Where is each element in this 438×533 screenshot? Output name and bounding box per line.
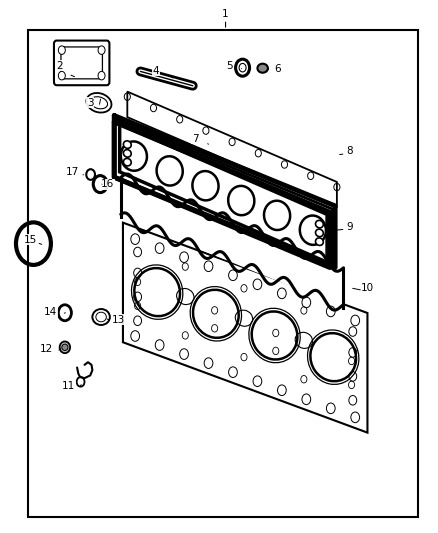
Text: 13: 13 xyxy=(112,314,125,325)
Ellipse shape xyxy=(311,333,356,381)
Text: 2: 2 xyxy=(57,61,63,70)
Text: 5: 5 xyxy=(226,61,233,70)
Ellipse shape xyxy=(315,229,323,237)
Text: 17: 17 xyxy=(66,167,79,177)
Circle shape xyxy=(236,59,250,76)
FancyBboxPatch shape xyxy=(54,41,110,85)
Ellipse shape xyxy=(124,150,131,157)
Ellipse shape xyxy=(134,268,180,316)
Polygon shape xyxy=(127,92,337,207)
Ellipse shape xyxy=(86,93,112,112)
Circle shape xyxy=(58,71,65,80)
Circle shape xyxy=(93,175,107,192)
Text: 1: 1 xyxy=(222,9,229,19)
Bar xyxy=(28,30,418,518)
Polygon shape xyxy=(123,223,367,433)
Ellipse shape xyxy=(60,342,70,353)
Text: 7: 7 xyxy=(192,134,198,144)
Text: 8: 8 xyxy=(346,146,353,156)
Text: 6: 6 xyxy=(275,64,281,74)
Ellipse shape xyxy=(124,158,131,166)
Ellipse shape xyxy=(62,344,68,351)
Polygon shape xyxy=(114,119,332,268)
Ellipse shape xyxy=(193,290,239,338)
Ellipse shape xyxy=(315,238,323,245)
Ellipse shape xyxy=(315,220,323,228)
Text: 10: 10 xyxy=(361,283,374,293)
Polygon shape xyxy=(121,177,343,308)
Text: 11: 11 xyxy=(62,381,75,391)
Ellipse shape xyxy=(258,63,268,72)
Text: 4: 4 xyxy=(152,66,159,76)
Text: 16: 16 xyxy=(101,179,114,189)
Text: 15: 15 xyxy=(24,235,37,245)
Text: 9: 9 xyxy=(346,222,353,232)
Text: 14: 14 xyxy=(44,306,57,317)
Circle shape xyxy=(98,46,105,54)
Text: 12: 12 xyxy=(40,344,53,354)
Ellipse shape xyxy=(252,311,297,360)
Circle shape xyxy=(58,46,65,54)
Ellipse shape xyxy=(124,141,131,148)
Circle shape xyxy=(98,71,105,80)
Text: 3: 3 xyxy=(87,98,93,108)
Circle shape xyxy=(86,169,95,180)
